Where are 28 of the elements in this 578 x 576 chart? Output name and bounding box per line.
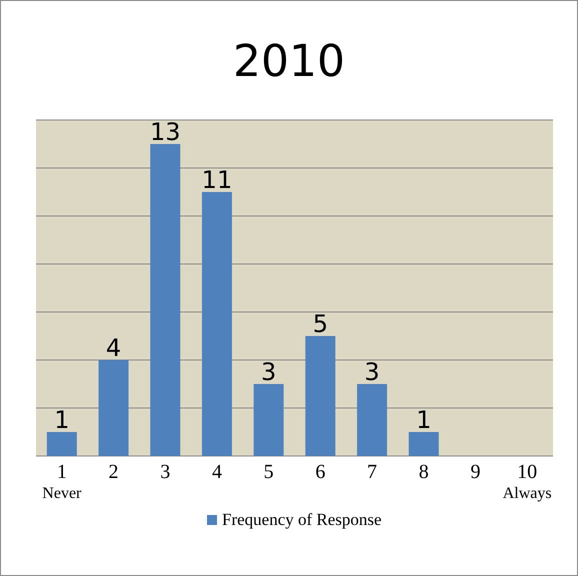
x-tick-label: 1 Never	[42, 461, 82, 502]
bar	[46, 432, 77, 456]
legend-label: Frequency of Response	[222, 510, 382, 529]
data-label: 11	[202, 166, 232, 194]
bar	[357, 384, 388, 456]
data-label: 3	[261, 358, 276, 386]
x-tick-label: 5	[264, 461, 274, 483]
chart-title: 2010	[233, 36, 345, 87]
data-label: 1	[54, 406, 70, 434]
bar	[202, 192, 232, 456]
bar	[98, 360, 129, 456]
x-tick-label: 8	[418, 461, 429, 483]
x-tick-label: 2	[108, 461, 119, 483]
x-tick-label: 7	[367, 461, 378, 483]
bar	[150, 144, 180, 456]
x-tick-label: 9	[470, 461, 480, 483]
data-label: 5	[312, 310, 328, 338]
x-tick-label: 3	[160, 461, 170, 483]
data-label: 3	[364, 358, 380, 386]
data-label: 4	[106, 334, 122, 362]
x-tick-label: 6	[315, 461, 326, 483]
bar	[254, 384, 284, 456]
data-label: 13	[150, 118, 181, 146]
x-tick-label: 4	[212, 461, 222, 483]
x-tick-label: 10 Always	[502, 461, 552, 502]
data-label: 1	[416, 406, 432, 434]
bar	[408, 432, 439, 456]
bar	[305, 336, 336, 456]
